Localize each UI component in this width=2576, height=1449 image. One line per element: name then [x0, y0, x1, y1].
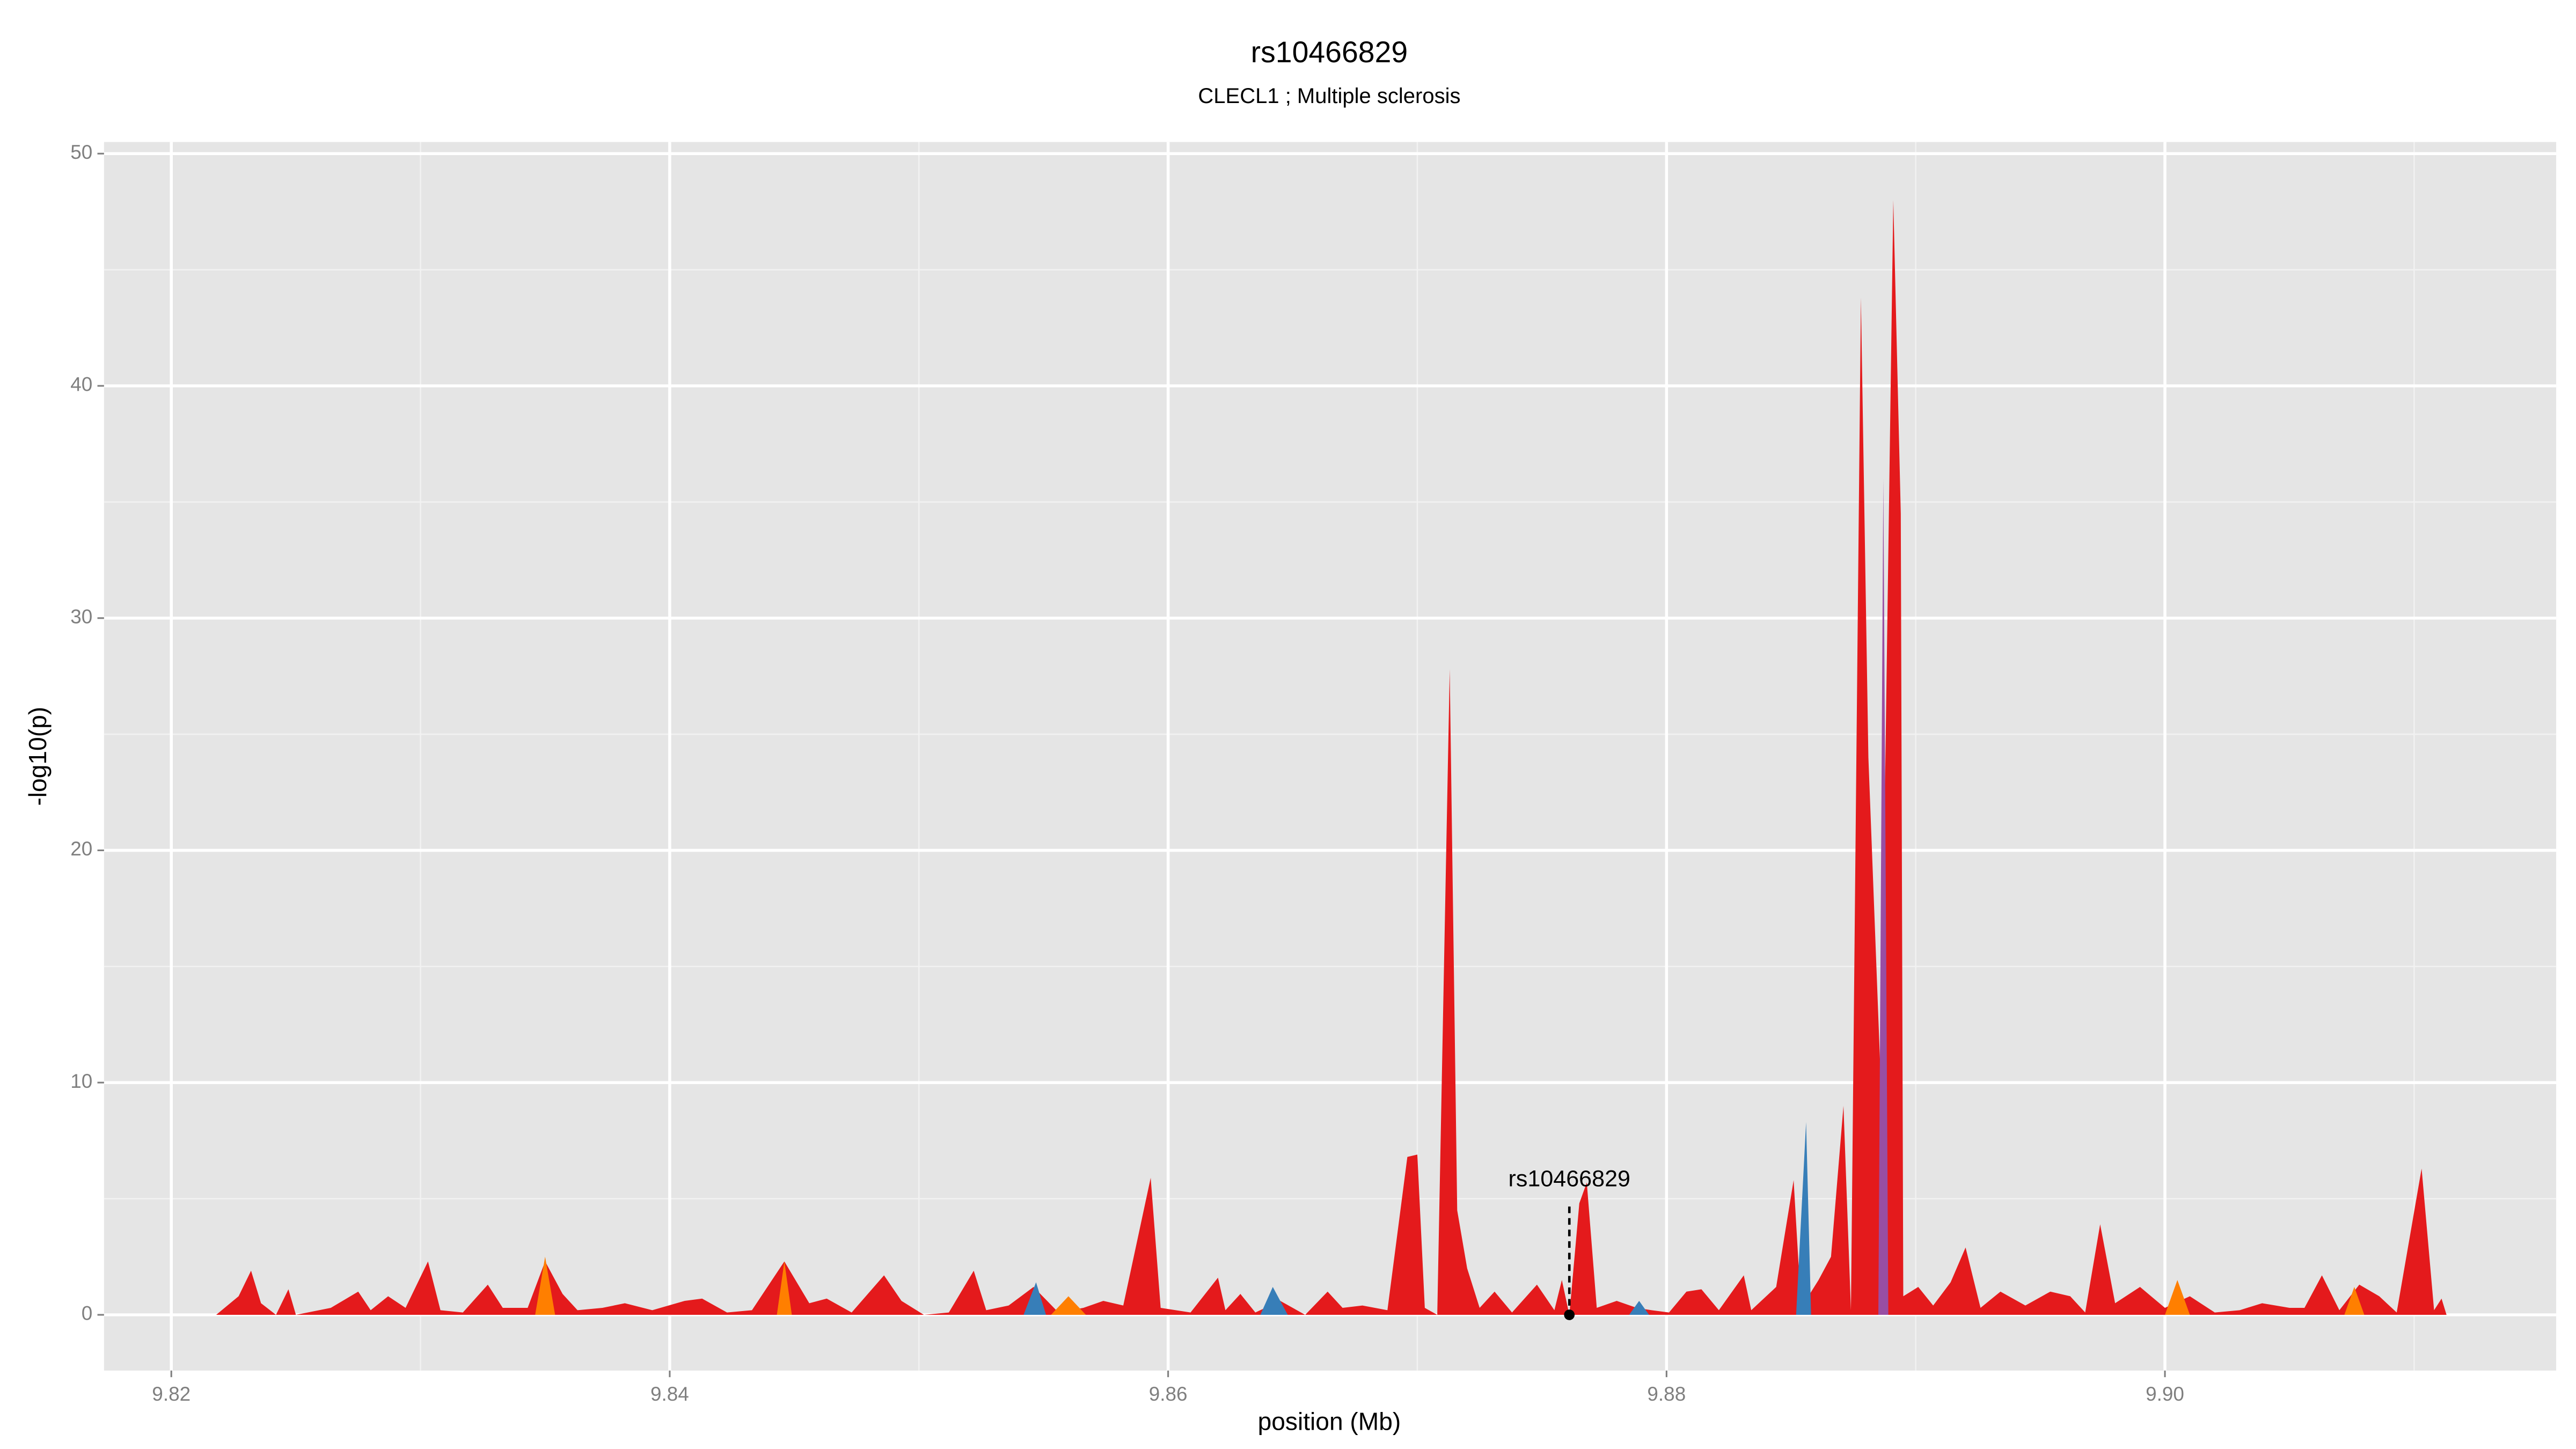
marks: rs10466829 — [216, 200, 2447, 1320]
x-tick-label: 9.90 — [2146, 1383, 2184, 1405]
y-tick-label: 50 — [70, 141, 92, 163]
axes: 9.82 9.84 9.86 9.88 9.90 0 10 20 30 40 50 — [70, 141, 2184, 1405]
annotation-label: rs10466829 — [1509, 1166, 1630, 1191]
y-tick-label: 0 — [82, 1302, 93, 1324]
x-tick-label: 9.86 — [1149, 1383, 1188, 1405]
area — [535, 1256, 2365, 1315]
y-axis-label: -log10(p) — [24, 707, 52, 806]
x-tick-label: 9.82 — [152, 1383, 191, 1405]
grid — [104, 142, 2557, 1371]
chart-subtitle: CLECL1 ; Multiple sclerosis — [1198, 84, 1460, 108]
plot-panel — [104, 142, 2557, 1371]
y-tick-label: 20 — [70, 838, 92, 860]
x-tick-label: 9.88 — [1647, 1383, 1686, 1405]
annotation-point — [1564, 1309, 1575, 1320]
x-tick-label: 9.84 — [650, 1383, 689, 1405]
chart-title: rs10466829 — [1251, 35, 1408, 69]
area — [1878, 479, 1889, 1315]
x-axis-label: position (Mb) — [1258, 1407, 1401, 1435]
y-tick-label: 10 — [70, 1070, 92, 1092]
area — [216, 200, 2447, 1315]
y-tick-label: 40 — [70, 374, 92, 396]
y-tick-label: 30 — [70, 605, 92, 627]
